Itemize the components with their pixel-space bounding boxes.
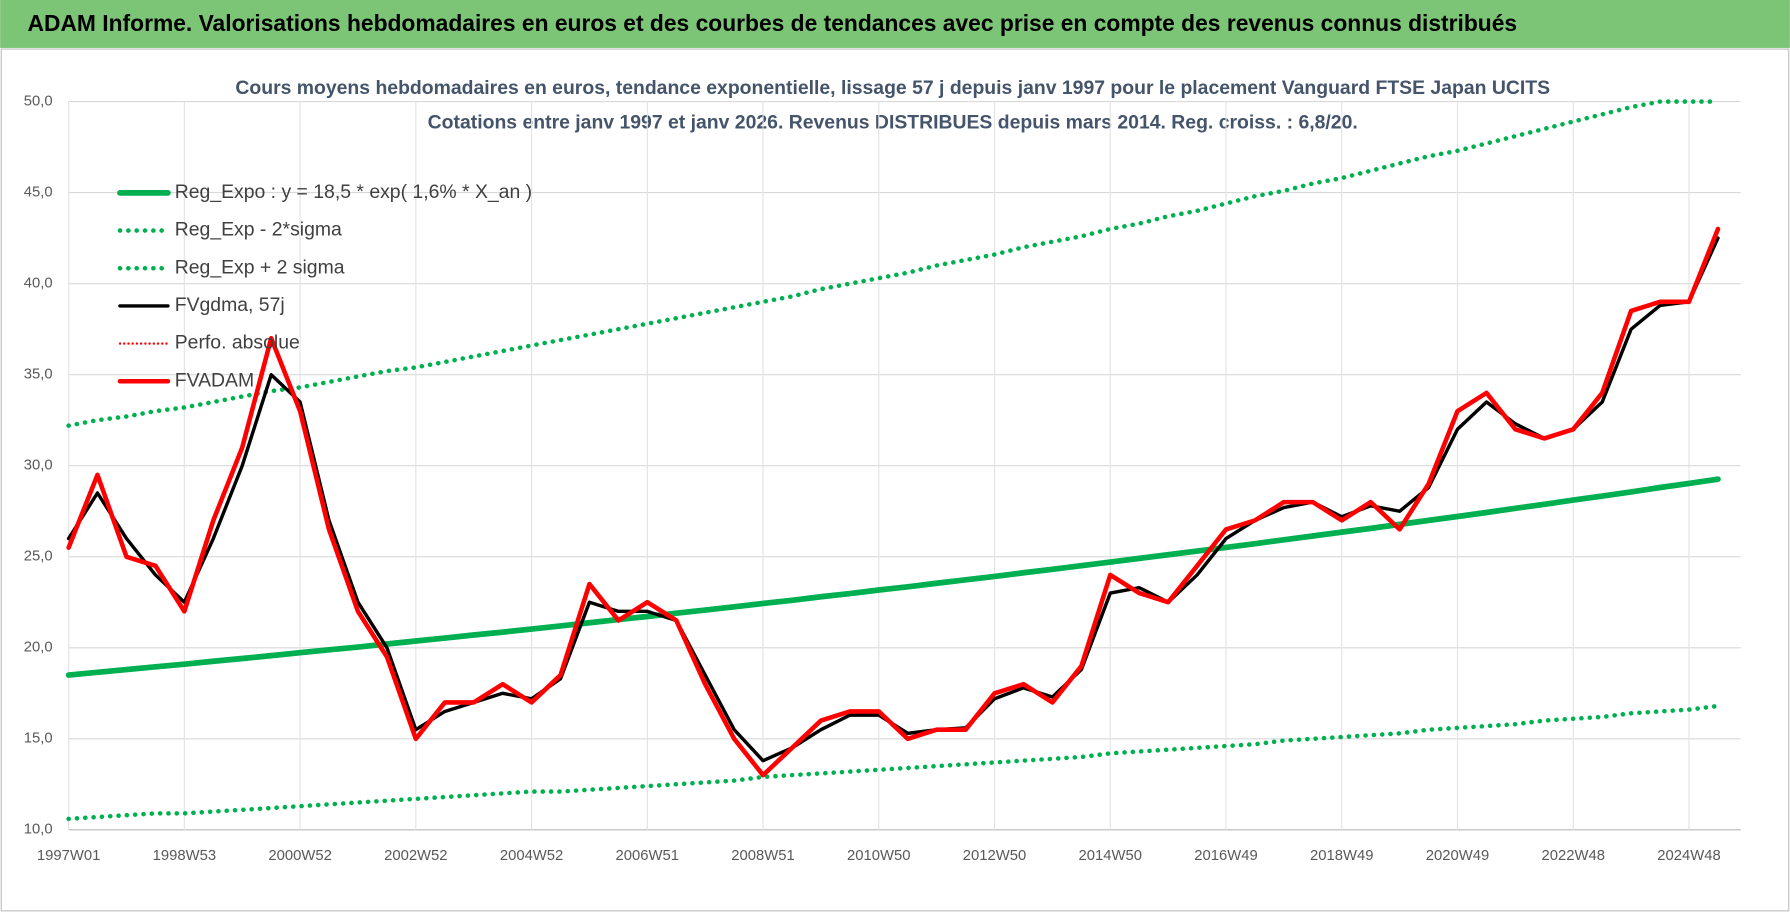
x-tick-label: 2014W50 (1079, 848, 1142, 864)
series-line (66, 99, 1721, 428)
x-tick-label: 2022W48 (1541, 848, 1604, 864)
series-line (65, 476, 1721, 678)
x-tick-label: 1998W53 (153, 848, 216, 864)
legend-label: Perfo. absolue (175, 332, 300, 354)
y-tick-label: 10,0 (24, 822, 53, 838)
series-line (66, 226, 1721, 778)
x-tick-label: 2010W50 (847, 848, 910, 864)
x-tick-label: 2012W50 (963, 848, 1026, 864)
x-tick-label: 2008W51 (731, 848, 794, 864)
legend-label: Reg_Exp + 2 sigma (175, 256, 345, 278)
y-tick-label: 15,0 (24, 731, 53, 747)
y-tick-label: 50,0 (24, 94, 53, 110)
plot (65, 99, 1721, 822)
series-line (66, 703, 1721, 822)
x-tick-label: 2024W48 (1657, 848, 1720, 864)
x-tick-label: 2002W52 (384, 848, 447, 864)
x-tick-label: 2006W51 (616, 848, 679, 864)
legend-label: Reg_Expo : y = 18,5 * exp( 1,6% * X_an ) (175, 181, 532, 203)
y-tick-label: 20,0 (24, 640, 53, 656)
y-tick-label: 35,0 (24, 367, 53, 383)
legend: Reg_Expo : y = 18,5 * exp( 1,6% * X_an )… (117, 181, 532, 391)
y-tick-label: 25,0 (24, 549, 53, 565)
x-tick-label: 2020W49 (1426, 848, 1489, 864)
legend-label: Reg_Exp - 2*sigma (175, 219, 342, 241)
x-tick-label: 2000W52 (268, 848, 331, 864)
grid: 10,0 15,0 20,0 25,0 30,0 35,0 40,0 45,0 50,0 1997… (24, 94, 1741, 864)
y-tick-label: 45,0 (24, 185, 53, 201)
y-tick-label: 30,0 (24, 458, 53, 474)
chart-title: Cours moyens hebdomadaires en euros, ten… (235, 77, 1550, 99)
y-tick-label: 40,0 (24, 276, 53, 292)
x-tick-label: 2018W49 (1310, 848, 1373, 864)
chart-frame (0, 48, 1790, 912)
header-bar (0, 0, 1790, 48)
x-tick-label: 2004W52 (500, 848, 563, 864)
x-tick-label: 1997W01 (37, 848, 100, 864)
legend-label: FVgdma, 57j (175, 294, 285, 316)
header-title: ADAM Informe. Valorisations hebdomadaire… (28, 10, 1518, 36)
x-tick-label: 2016W49 (1194, 848, 1257, 864)
chart-subtitle: Cotations entre janv 1997 et janv 2026. … (428, 111, 1358, 133)
legend-label: FVADAM (175, 369, 254, 391)
